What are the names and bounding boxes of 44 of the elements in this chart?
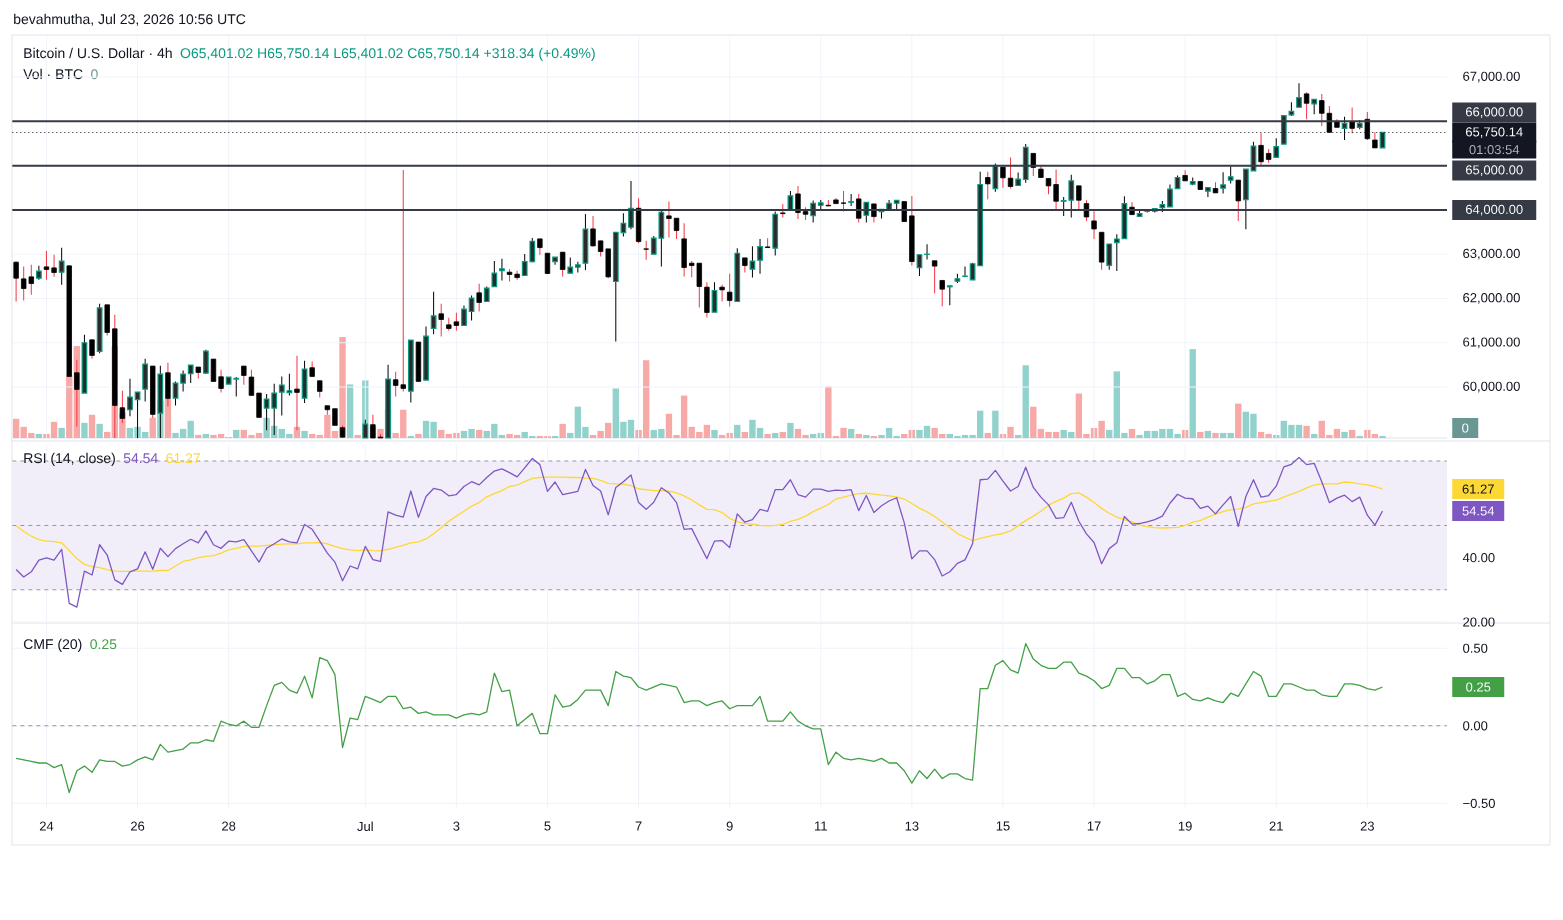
text: 0 [1462, 423, 1469, 433]
y-tick-label: −0.50 [1463, 798, 1495, 808]
x-tick-label: 26 [130, 821, 145, 831]
chart-title: Vol · BTC [23, 68, 83, 80]
ref-line-label: 65,000.00 [1465, 165, 1523, 176]
text: Bitcoin / U.S. Dollar · 4h [24, 47, 172, 59]
annotation: 54.54 [123, 453, 158, 464]
x-tick-label: 5 [544, 821, 551, 831]
x-tick-label: Jul [357, 821, 373, 832]
x-tick-label: 28 [222, 821, 236, 831]
annotation: 61.27 [166, 453, 200, 464]
x-tick-label: 17 [1087, 821, 1101, 831]
x-tick-label: 13 [905, 821, 919, 831]
ref-line-label: 64,000.00 [1465, 204, 1523, 216]
x-tick-label: 19 [1178, 821, 1192, 831]
y-tick-label: 62,000.00 [1463, 293, 1520, 304]
text: 0.25 [1466, 682, 1491, 692]
annotation: 0.25 [90, 639, 117, 650]
y-tick-label: 0.50 [1463, 643, 1488, 653]
y-tick-label: 20.00 [1463, 617, 1495, 627]
annotation: 0 [91, 69, 98, 80]
text: bevahmutha, Jul 23, 2026 10:56 UTC [14, 13, 246, 26]
ref-line-label: 66,000.00 [1465, 107, 1523, 118]
y-tick-label: 40.00 [1462, 553, 1495, 563]
x-tick-label: 7 [635, 821, 642, 831]
ref-line-label: 65,750.14 [1465, 127, 1523, 138]
text: 01:03:54 [1469, 145, 1520, 155]
y-tick-label: 67,000.00 [1463, 71, 1520, 83]
text: 61.27 [1462, 484, 1494, 494]
x-tick-label: 21 [1269, 821, 1283, 831]
y-tick-label: 63,000.00 [1463, 248, 1520, 260]
text: 54.54 [1462, 506, 1495, 516]
x-tick-label: 3 [453, 821, 460, 831]
x-tick-label: 24 [39, 821, 54, 831]
text: O65,401.02 H65,750.14 L65,401.02 C65,750.14 +318.34 (+0.49%) [180, 47, 595, 61]
x-tick-label: 23 [1360, 821, 1374, 831]
x-tick-label: 15 [996, 821, 1010, 831]
y-tick-label: 61,000.00 [1463, 337, 1520, 349]
x-tick-label: 9 [726, 821, 733, 831]
x-tick-label: 11 [815, 821, 827, 831]
text: CMF (20) [23, 638, 82, 652]
y-tick-label: 0.00 [1463, 721, 1488, 731]
y-tick-label: 60,000.00 [1463, 381, 1520, 393]
text: RSI (14, close) [24, 452, 115, 466]
